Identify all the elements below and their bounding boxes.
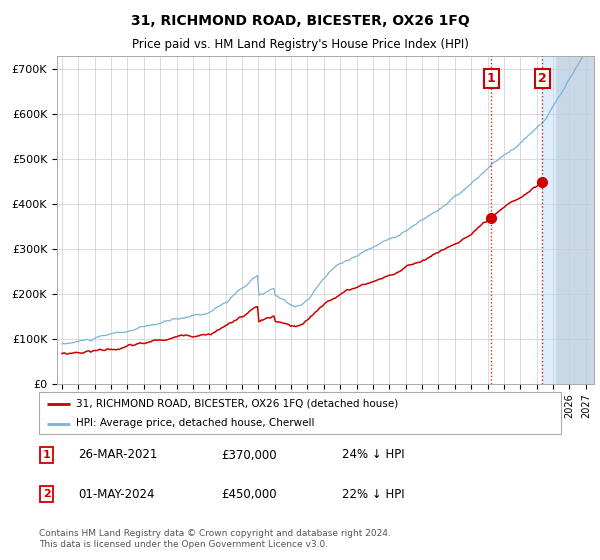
Text: 1: 1 xyxy=(43,450,51,460)
Text: 26-MAR-2021: 26-MAR-2021 xyxy=(78,449,158,461)
Text: 2: 2 xyxy=(43,489,51,499)
Text: £450,000: £450,000 xyxy=(222,488,277,501)
Text: Contains HM Land Registry data © Crown copyright and database right 2024.
This d: Contains HM Land Registry data © Crown c… xyxy=(39,529,391,549)
Text: 24% ↓ HPI: 24% ↓ HPI xyxy=(342,449,404,461)
Text: HPI: Average price, detached house, Cherwell: HPI: Average price, detached house, Cher… xyxy=(76,418,314,428)
Text: 31, RICHMOND ROAD, BICESTER, OX26 1FQ (detached house): 31, RICHMOND ROAD, BICESTER, OX26 1FQ (d… xyxy=(76,399,398,409)
FancyBboxPatch shape xyxy=(39,392,561,434)
Text: 1: 1 xyxy=(487,72,496,85)
Text: 2: 2 xyxy=(538,72,547,85)
Text: Price paid vs. HM Land Registry's House Price Index (HPI): Price paid vs. HM Land Registry's House … xyxy=(131,38,469,50)
Bar xyxy=(542,56,600,384)
Text: 01-MAY-2024: 01-MAY-2024 xyxy=(78,488,155,501)
Text: 31, RICHMOND ROAD, BICESTER, OX26 1FQ: 31, RICHMOND ROAD, BICESTER, OX26 1FQ xyxy=(131,14,469,28)
Text: £370,000: £370,000 xyxy=(222,449,277,461)
Bar xyxy=(556,56,600,384)
Text: 22% ↓ HPI: 22% ↓ HPI xyxy=(342,488,404,501)
